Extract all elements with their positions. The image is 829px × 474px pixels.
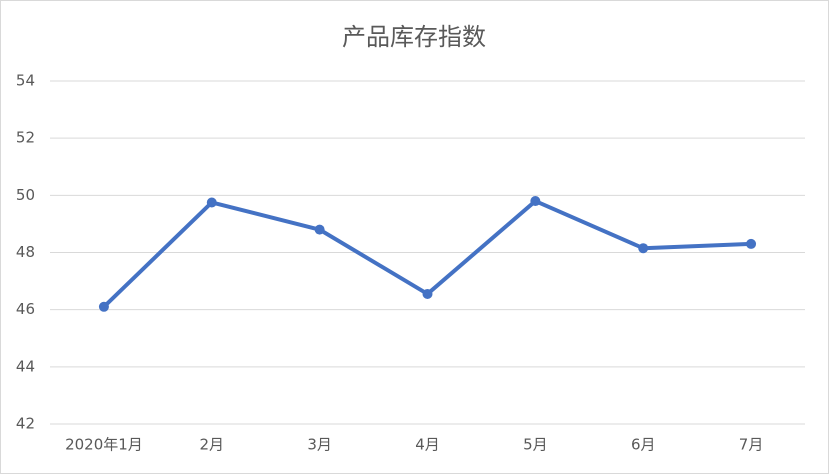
x-tick-label: 2月 [200, 436, 225, 454]
chart-title: 产品库存指数 [342, 23, 486, 51]
marker [638, 243, 649, 254]
marker [206, 197, 217, 208]
y-tick-label: 46 [16, 300, 35, 318]
x-tick-label: 4月 [415, 436, 440, 454]
y-tick-label: 54 [16, 72, 35, 90]
x-tick-label: 2020年1月 [65, 436, 143, 454]
x-tick-label: 7月 [739, 436, 764, 454]
marker [530, 196, 541, 207]
y-tick-label: 50 [16, 186, 35, 204]
y-tick-label: 48 [16, 243, 35, 261]
marker [314, 224, 325, 235]
marker [98, 301, 109, 312]
x-tick-label: 6月 [631, 436, 656, 454]
marker [746, 238, 757, 249]
y-tick-label: 42 [16, 415, 35, 433]
x-tick-label: 3月 [307, 436, 332, 454]
y-tick-label: 44 [16, 357, 35, 375]
marker [422, 288, 433, 299]
y-tick-label: 52 [16, 129, 35, 147]
x-tick-label: 5月 [523, 436, 548, 454]
